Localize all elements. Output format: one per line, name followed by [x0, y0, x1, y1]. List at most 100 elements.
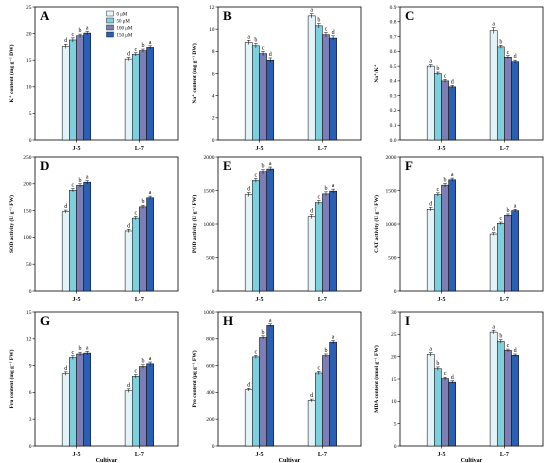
- plot-frame: [34, 6, 179, 141]
- chart-panel-h: 0 200 400 600 800 1000 Pro content (μg g⁻¹ FW)…: [191, 310, 362, 463]
- significance-letter: c: [317, 195, 320, 201]
- bar: [329, 341, 337, 447]
- y-tick-label: 0: [29, 289, 32, 295]
- bar: [146, 197, 154, 292]
- significance-letter: d: [127, 383, 130, 389]
- y-tick-label: 3: [29, 417, 32, 423]
- y-axis-label: POD activity (U g⁻¹ FW): [191, 195, 198, 253]
- significance-letter: a: [149, 190, 152, 196]
- y-tick-label: 0: [29, 444, 32, 450]
- significance-letter: a: [429, 59, 432, 65]
- panel-letter: C: [405, 8, 414, 23]
- significance-letter: b: [317, 18, 320, 24]
- bar: [496, 46, 505, 141]
- significance-letter: d: [247, 382, 250, 388]
- y-tick-label: 0.1: [390, 123, 397, 129]
- y-axis-label: Pro content (μg g⁻¹ FW): [191, 350, 198, 407]
- y-axis-label: K⁺ content (mg g⁻¹ DW): [8, 44, 15, 102]
- x-axis-title: Cultivar: [461, 458, 483, 463]
- y-tick-label: 0: [394, 289, 397, 295]
- y-tick-label: 1000: [204, 222, 215, 228]
- y-tick-label: 1500: [204, 188, 215, 194]
- bar: [489, 233, 498, 292]
- plot-frame: [399, 311, 544, 447]
- legend-swatch: [106, 17, 114, 24]
- y-tick-label: 2: [212, 116, 215, 122]
- y-axis-label: Fru content (mg g⁻¹ FW): [8, 349, 15, 408]
- legend: 0 μM 50 μM 100 μM 150 μM: [106, 10, 133, 38]
- bar: [76, 185, 84, 292]
- bar: [448, 179, 457, 292]
- bar: [426, 209, 435, 292]
- y-tick-label: 15: [391, 377, 397, 383]
- bar: [259, 171, 267, 292]
- plot-frame: [34, 311, 179, 447]
- significance-letter: a: [310, 8, 313, 14]
- y-tick-label: 500: [206, 255, 215, 261]
- bar: [504, 350, 512, 447]
- x-tick-label: L-7: [318, 452, 327, 458]
- significance-letter: b: [436, 66, 439, 72]
- significance-letter: c: [72, 183, 75, 189]
- chart-panel-c: 0.00.10.20.30.40.50.60.70.80.9Na⁺/K⁺Cabc…: [374, 5, 544, 152]
- y-tick-label: 10: [209, 27, 215, 33]
- significance-letter: a: [492, 324, 495, 330]
- significance-letter: b: [499, 334, 502, 340]
- significance-letter: d: [492, 227, 495, 233]
- significance-letter: d: [127, 223, 130, 229]
- bar: [434, 194, 442, 292]
- bar: [441, 378, 449, 447]
- significance-letter: b: [506, 208, 509, 214]
- bar: [259, 53, 267, 141]
- significance-letter: a: [332, 183, 335, 189]
- x-tick-label: L-7: [135, 452, 144, 458]
- y-tick-label: 0: [212, 444, 215, 450]
- y-tick-label: 50: [26, 262, 32, 268]
- bar: [307, 15, 316, 141]
- y-tick-label: 6: [29, 390, 32, 396]
- significance-letter: b: [324, 186, 327, 192]
- significance-letter: c: [134, 369, 137, 375]
- bar: [441, 184, 449, 292]
- bar: [511, 210, 519, 292]
- y-tick-label: 0.3: [390, 93, 397, 99]
- x-tick-label: J-5: [72, 146, 80, 152]
- y-tick-label: 200: [23, 182, 32, 188]
- significance-letter: d: [127, 52, 130, 58]
- significance-letter: c: [255, 349, 258, 355]
- significance-letter: b: [262, 164, 265, 170]
- y-axis-label: MDA content (nmol g⁻¹ FW): [373, 345, 380, 413]
- bar: [496, 341, 505, 447]
- y-tick-label: 10: [26, 85, 32, 91]
- x-tick-label: J-5: [255, 452, 263, 458]
- y-tick-label: 8: [212, 49, 215, 55]
- x-tick-label: L-7: [318, 297, 327, 303]
- bar: [61, 211, 70, 292]
- y-tick-label: 25: [26, 5, 32, 11]
- significance-letter: d: [64, 366, 67, 372]
- bar: [434, 368, 442, 447]
- bar: [146, 47, 154, 141]
- panel-letter: I: [405, 313, 410, 328]
- significance-letter: d: [514, 54, 517, 60]
- bar: [139, 366, 147, 447]
- bar: [496, 223, 505, 292]
- bar: [76, 353, 84, 447]
- significance-letter: b: [141, 359, 144, 365]
- significance-letter: d: [451, 375, 454, 381]
- significance-letter: b: [141, 199, 144, 205]
- y-tick-label: 12: [209, 5, 215, 11]
- bar: [69, 39, 77, 141]
- chart-panel-d: 0 50 100 150 200 250 SOD activity (U g⁻¹ FW) Dd…: [8, 155, 179, 303]
- bar: [83, 352, 92, 447]
- significance-letter: b: [79, 178, 82, 184]
- y-tick-label: 0: [212, 289, 215, 295]
- significance-letter: c: [444, 73, 447, 79]
- y-tick-label: 10: [391, 399, 397, 405]
- panel-letter: E: [223, 158, 232, 173]
- bar: [252, 45, 260, 141]
- y-tick-label: 1500: [386, 188, 397, 194]
- bar: [329, 37, 337, 141]
